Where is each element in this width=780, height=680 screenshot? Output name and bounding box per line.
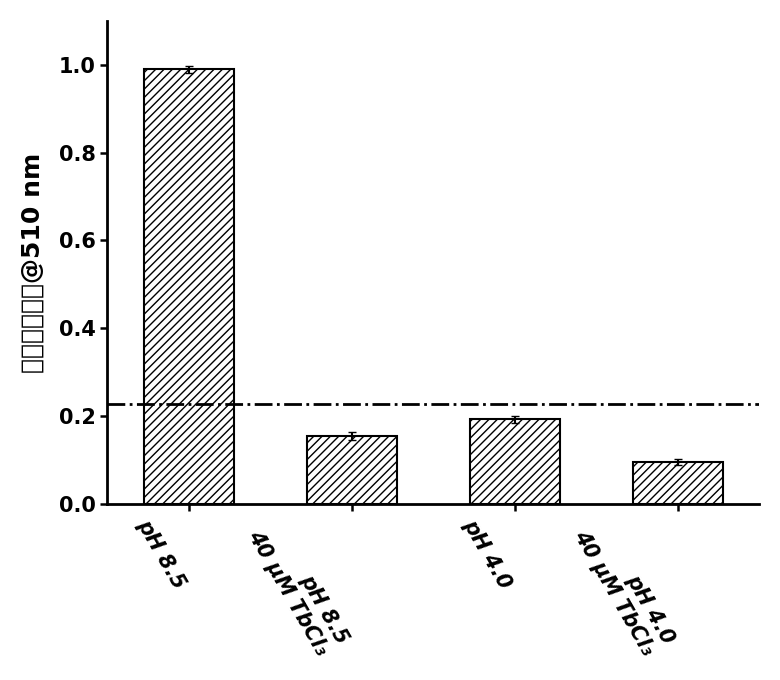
Bar <box>470 420 559 504</box>
Bar <box>307 436 396 504</box>
Bar <box>633 462 722 504</box>
Y-axis label: 归一化吸光度@510 nm: 归一化吸光度@510 nm <box>21 152 44 373</box>
Bar <box>144 69 234 504</box>
